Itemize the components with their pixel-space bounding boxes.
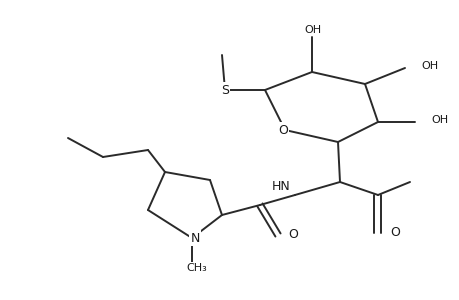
Text: OH: OH <box>430 115 447 125</box>
Text: N: N <box>190 232 199 244</box>
Text: O: O <box>389 226 399 239</box>
Text: OH: OH <box>420 61 437 71</box>
Text: HN: HN <box>271 181 290 194</box>
Text: S: S <box>220 83 229 97</box>
Text: CH₃: CH₃ <box>186 263 207 273</box>
Text: O: O <box>277 124 287 136</box>
Text: O: O <box>287 229 297 242</box>
Text: OH: OH <box>304 25 321 35</box>
